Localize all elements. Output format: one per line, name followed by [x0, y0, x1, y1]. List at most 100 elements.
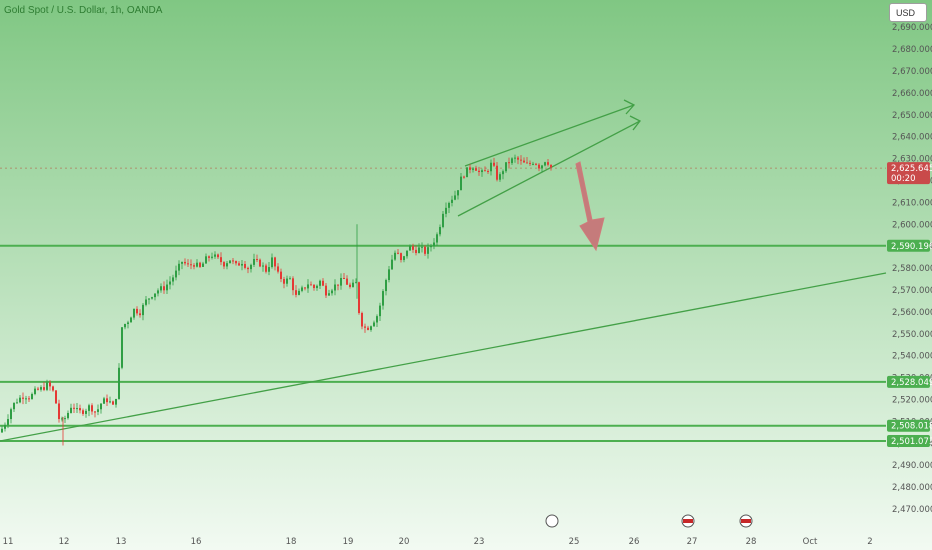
- bear-candle: [55, 390, 57, 404]
- y-tick-label: 2,640.000: [892, 133, 932, 143]
- price-badge: [887, 434, 930, 447]
- x-tick-label: 20: [399, 537, 410, 547]
- bull-candle: [433, 242, 435, 247]
- bull-candle: [31, 393, 33, 399]
- bear-candle: [343, 277, 345, 279]
- bear-candle: [493, 162, 495, 166]
- bear-candle: [550, 164, 552, 168]
- bull-candle: [385, 280, 387, 292]
- bull-candle: [130, 317, 132, 323]
- bear-candle: [367, 327, 369, 330]
- bear-candle: [496, 165, 498, 180]
- bear-candle: [259, 259, 261, 267]
- bear-candle: [112, 401, 114, 405]
- bull-candle: [472, 168, 474, 170]
- y-tick-label: 2,610.000: [892, 198, 932, 208]
- bear-candle: [292, 278, 294, 291]
- currency-button[interactable]: USD: [889, 3, 927, 22]
- bear-candle: [256, 258, 258, 260]
- bear-candle: [322, 280, 324, 286]
- x-tick-label: 12: [59, 537, 70, 547]
- y-tick-label: 2,540.000: [892, 352, 932, 362]
- price-badge-label: 2,590.196: [891, 242, 932, 252]
- bull-candle: [169, 281, 171, 285]
- bull-candle: [97, 409, 99, 412]
- bull-candle: [46, 382, 48, 390]
- bear-candle: [184, 261, 186, 264]
- bear-candle: [199, 262, 201, 267]
- bull-candle: [10, 409, 12, 420]
- bull-candle: [160, 286, 162, 291]
- bull-candle: [211, 256, 213, 258]
- bull-candle: [445, 207, 447, 214]
- bull-candle: [145, 299, 147, 305]
- wedge-lower-arrowhead: [629, 115, 641, 131]
- bull-candle: [40, 387, 42, 390]
- bear-candle: [190, 264, 192, 266]
- price-badge: [887, 239, 930, 252]
- bull-candle: [436, 234, 438, 243]
- bear-candle: [163, 286, 165, 291]
- bear-candle: [463, 176, 465, 178]
- y-tick-label: 2,570.000: [892, 286, 932, 296]
- x-tick-label: 11: [3, 537, 14, 547]
- bear-candle: [274, 257, 276, 267]
- bear-candle: [517, 157, 519, 160]
- bear-candle: [91, 405, 93, 412]
- y-tick-label: 2,660.000: [892, 89, 932, 99]
- bull-candle: [166, 284, 168, 291]
- y-tick-label: 2,480.000: [892, 483, 932, 493]
- bull-candle: [286, 278, 288, 284]
- bear-candle: [247, 267, 249, 270]
- bear-candle: [82, 410, 84, 414]
- bear-candle: [139, 313, 141, 316]
- bull-candle: [16, 402, 18, 404]
- bull-candle: [7, 419, 9, 425]
- bull-candle: [466, 167, 468, 178]
- bull-candle: [316, 285, 318, 289]
- x-tick-label: 16: [191, 537, 202, 547]
- bull-candle: [241, 263, 243, 266]
- bull-candle: [394, 252, 396, 260]
- bull-candle: [442, 213, 444, 227]
- bear-candle: [508, 162, 510, 164]
- bull-candle: [421, 246, 423, 248]
- bull-candle: [289, 278, 291, 280]
- bear-candle: [295, 290, 297, 295]
- bull-candle: [382, 291, 384, 306]
- bull-candle: [34, 388, 36, 394]
- bear-candle: [94, 411, 96, 413]
- bull-candle: [373, 322, 375, 327]
- bull-candle: [541, 165, 543, 169]
- bull-candle: [511, 158, 513, 164]
- x-tick-label: 18: [286, 537, 297, 547]
- bull-candle: [409, 246, 411, 251]
- x-tick-label: 28: [746, 537, 757, 547]
- bear-candle: [136, 308, 138, 314]
- bull-candle: [301, 287, 303, 291]
- price-badge-label: 2,528.049: [891, 378, 932, 388]
- bull-candle: [202, 263, 204, 267]
- bear-candle: [535, 163, 537, 165]
- y-tick-label: 2,600.000: [892, 220, 932, 230]
- wedge-lower-line: [457, 120, 641, 217]
- bull-candle: [370, 326, 372, 330]
- bull-candle: [430, 246, 432, 248]
- bull-candle: [352, 282, 354, 287]
- x-tick-label: 26: [629, 537, 640, 547]
- bull-candle: [388, 269, 390, 281]
- bull-candle: [157, 290, 159, 294]
- bull-candle: [331, 290, 333, 294]
- y-tick-label: 2,690.000: [892, 23, 932, 33]
- bull-candle: [124, 324, 126, 328]
- bull-candle: [328, 293, 330, 296]
- bull-candle: [490, 162, 492, 172]
- bull-candle: [70, 407, 72, 413]
- x-tick-label: 25: [569, 537, 580, 547]
- bear-candle: [58, 403, 60, 420]
- x-tick-label: 23: [474, 537, 485, 547]
- bull-candle: [448, 202, 450, 208]
- x-tick-label: Oct: [803, 537, 818, 547]
- bull-candle: [250, 264, 252, 270]
